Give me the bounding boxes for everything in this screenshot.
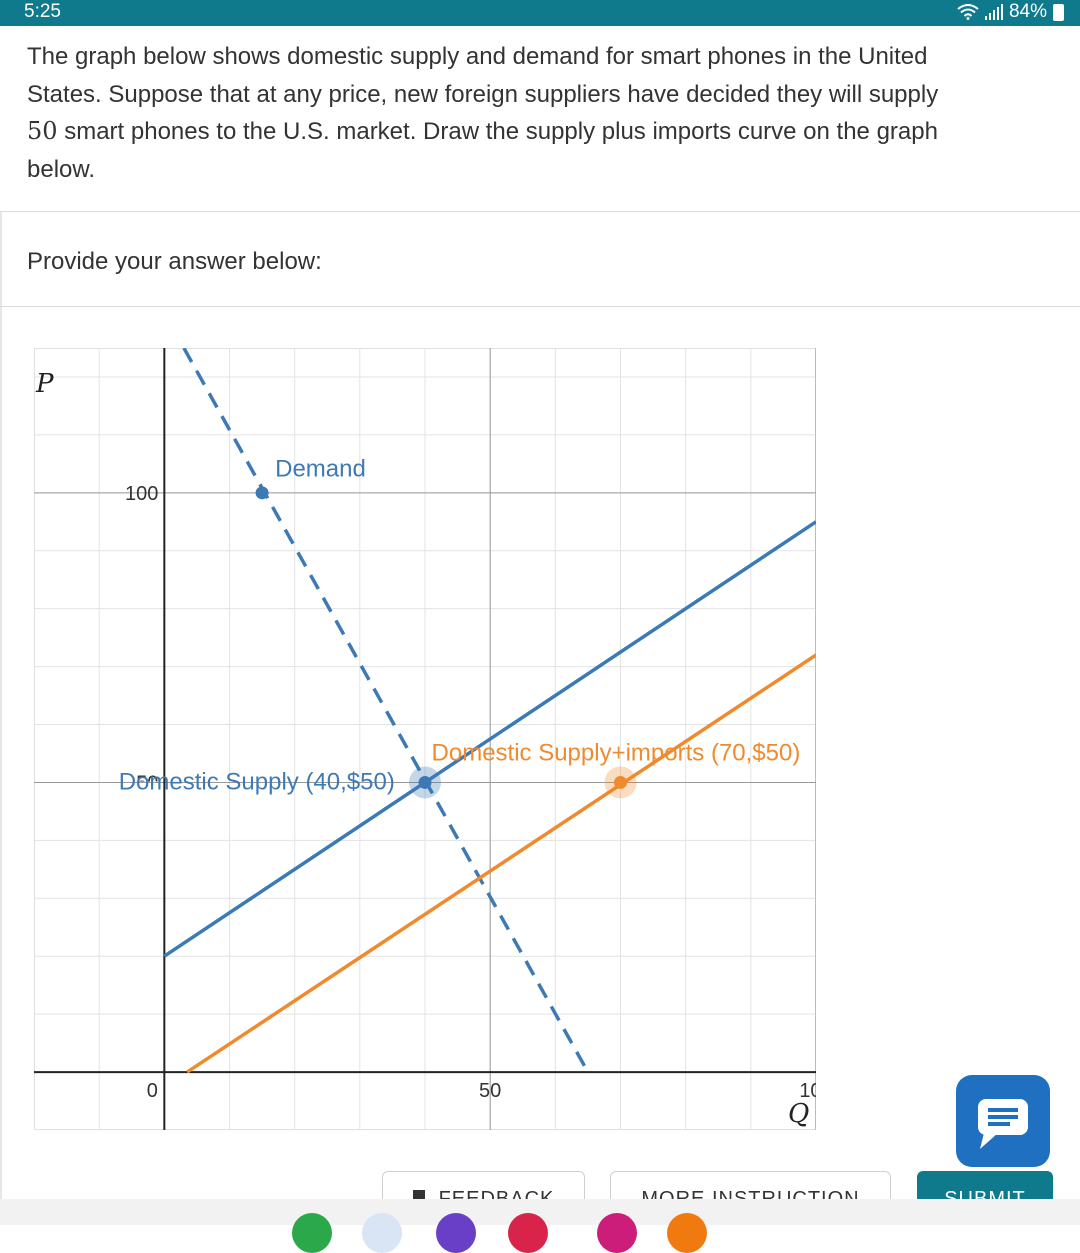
answer-label: Provide your answer below: <box>27 248 322 275</box>
question-line-1: The graph below shows domestic supply an… <box>27 43 928 70</box>
divider-answer <box>0 306 1080 307</box>
question-text: The graph below shows domestic supply an… <box>27 38 1047 188</box>
question-line-4: below. <box>27 155 96 183</box>
y-tick-label: 100 <box>125 483 158 505</box>
battery-icon <box>1053 3 1064 21</box>
status-bar: 5:25 84% <box>0 0 1080 26</box>
supply-demand-graph[interactable]: 05010010050PQDemandDomestic Supply (40,$… <box>34 348 816 1130</box>
domestic-supply-imports-line <box>186 653 816 1074</box>
domestic-supply-point <box>418 775 432 789</box>
domestic-supply-line <box>163 520 816 958</box>
x-tick-label: 50 <box>479 1080 501 1102</box>
x-tick-label: 0 <box>147 1080 158 1102</box>
domestic-supply-imports-point <box>614 775 627 789</box>
question-number: 50 <box>27 117 58 145</box>
dock-app-icon[interactable] <box>597 1213 637 1253</box>
status-icons: 84% <box>957 0 1064 24</box>
battery-percent: 84% <box>1008 1 1047 22</box>
domestic-supply-imports-label: Domestic Supply+imports (70,$50) <box>432 739 801 766</box>
divider-top <box>0 211 1080 212</box>
dock-app-icon[interactable] <box>436 1213 476 1253</box>
demand-label: Demand <box>275 456 366 483</box>
dock-app-icon[interactable] <box>362 1213 402 1253</box>
question-line-3-rest: smart phones to the U.S. market. Draw th… <box>57 118 938 145</box>
chat-button[interactable] <box>956 1075 1050 1167</box>
question-line-2: States. Suppose that at any price, new f… <box>27 80 939 108</box>
question-line-3: 50 smart phones to the U.S. market. Draw… <box>27 113 1047 151</box>
dock-app-icon[interactable] <box>292 1213 332 1253</box>
domestic-supply-label: Domestic Supply (40,$50) <box>119 768 395 795</box>
demand-point <box>255 486 269 500</box>
signal-icon <box>984 4 1003 20</box>
demand-line <box>182 348 590 1073</box>
left-rule <box>0 212 2 1212</box>
x-axis-title: Q <box>788 1099 809 1129</box>
dock-app-icon[interactable] <box>508 1213 548 1253</box>
x-tick-label: 100 <box>799 1080 816 1102</box>
dock-app-icon[interactable] <box>667 1213 707 1253</box>
status-time: 5:25 <box>24 1 61 22</box>
chat-bubble-icon <box>978 1099 1028 1149</box>
y-axis-title: P <box>35 369 54 399</box>
wifi-icon <box>957 4 979 20</box>
